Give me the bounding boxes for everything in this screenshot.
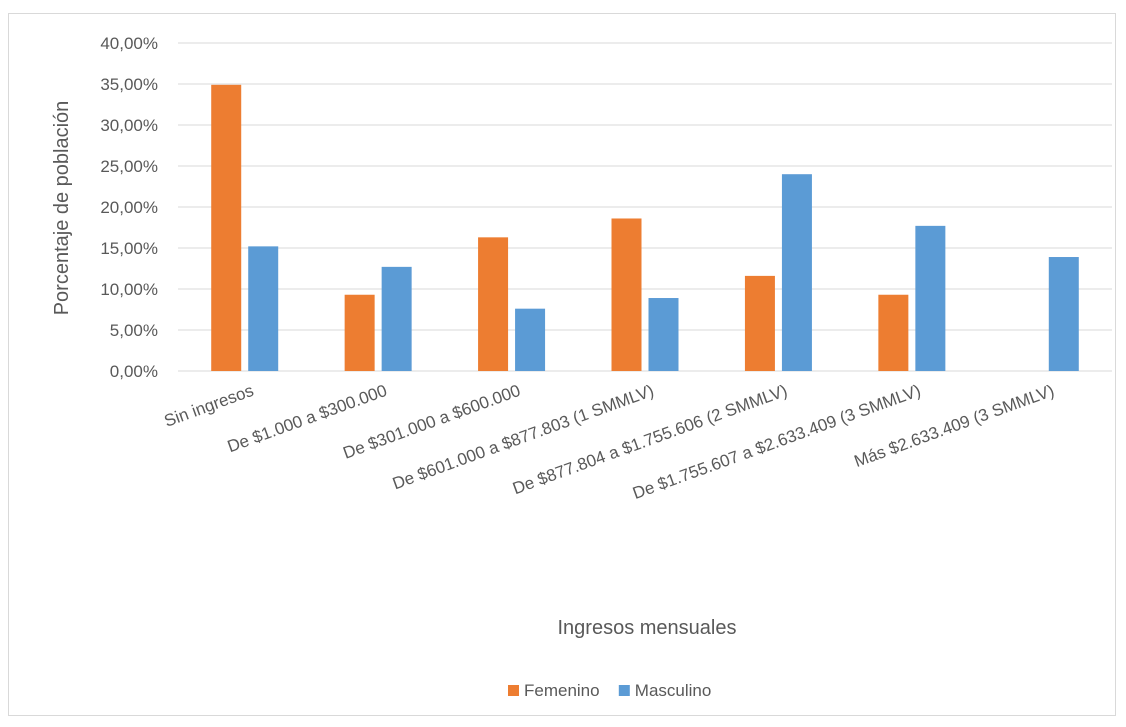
bar-femenino-0 [211, 84, 242, 371]
bar-femenino-5 [878, 294, 909, 371]
bar-masculino-0 [248, 246, 279, 371]
bar-masculino-3 [648, 298, 679, 371]
x-tick-label: Sin ingresos [162, 381, 256, 431]
x-axis-title: Ingresos mensuales [558, 617, 737, 639]
bar-masculino-2 [515, 308, 546, 371]
legend-label-masculino: Masculino [635, 681, 712, 700]
bar-masculino-5 [915, 225, 946, 371]
legend-swatch-masculino [618, 685, 630, 696]
y-tick-label: 20,00% [100, 198, 158, 217]
y-tick-label: 25,00% [100, 157, 158, 176]
bars [211, 84, 1079, 371]
bar-femenino-1 [344, 294, 375, 371]
bar-femenino-2 [478, 237, 509, 371]
y-axis-title: Porcentaje de población [51, 101, 73, 316]
y-tick-label: 40,00% [100, 34, 158, 53]
gridlines [178, 42, 1112, 372]
bar-femenino-4 [744, 275, 775, 371]
y-tick-label: 0,00% [110, 362, 158, 381]
legend-label-femenino: Femenino [524, 681, 600, 700]
bar-femenino-3 [611, 218, 642, 371]
y-tick-label: 15,00% [100, 239, 158, 258]
y-axis-ticks: 0,00% 5,00% 10,00% 15,00% 20,00% 25,00% 30,00%… [100, 34, 158, 381]
legend: Femenino Masculino [508, 681, 711, 700]
y-tick-label: 10,00% [100, 280, 158, 299]
bar-masculino-1 [381, 266, 412, 371]
bar-masculino-4 [781, 174, 812, 371]
legend-swatch-femenino [508, 685, 519, 696]
y-tick-label: 5,00% [110, 321, 158, 340]
y-tick-label: 35,00% [100, 75, 158, 94]
y-tick-label: 30,00% [100, 116, 158, 135]
bar-masculino-6 [1048, 257, 1079, 371]
